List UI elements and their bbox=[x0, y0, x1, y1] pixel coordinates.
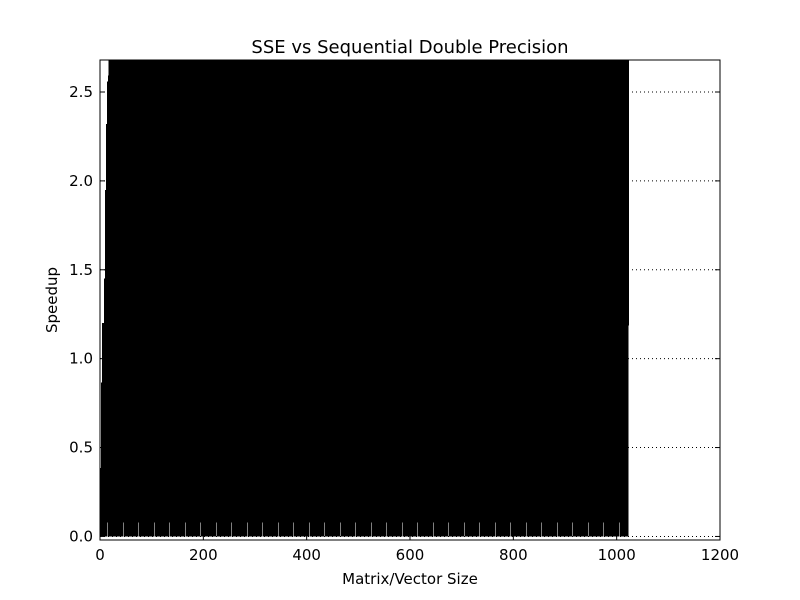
x-tick-label-4: 800 bbox=[499, 546, 528, 564]
x-tick-label-0: 0 bbox=[95, 546, 105, 564]
plot-area: 0 200 400 600 800 1000 1200 0.0 0.5 1.0 1.5 2.0 2.5 bbox=[69, 59, 739, 564]
y-tick-label-0: 0.0 bbox=[69, 527, 93, 545]
x-tick-label-3: 600 bbox=[396, 546, 425, 564]
y-axis-label: Speedup bbox=[43, 267, 61, 333]
chart-title: SSE vs Sequential Double Precision bbox=[251, 37, 568, 58]
x-tick-label-2: 400 bbox=[292, 546, 321, 564]
y-tick-label-5: 2.5 bbox=[69, 83, 93, 101]
x-tick-label-6: 1200 bbox=[701, 546, 739, 564]
y-tick-label-2: 1.0 bbox=[69, 350, 93, 368]
y-tick-label-4: 2.0 bbox=[69, 172, 93, 190]
x-axis-label: Matrix/Vector Size bbox=[342, 570, 478, 588]
y-tick-label-3: 1.5 bbox=[69, 261, 93, 279]
series-line bbox=[100, 60, 630, 537]
y-tick-label-1: 0.5 bbox=[69, 439, 93, 457]
x-tick-label-5: 1000 bbox=[598, 546, 636, 564]
x-tick-label-1: 200 bbox=[189, 546, 218, 564]
series-group bbox=[100, 60, 630, 537]
